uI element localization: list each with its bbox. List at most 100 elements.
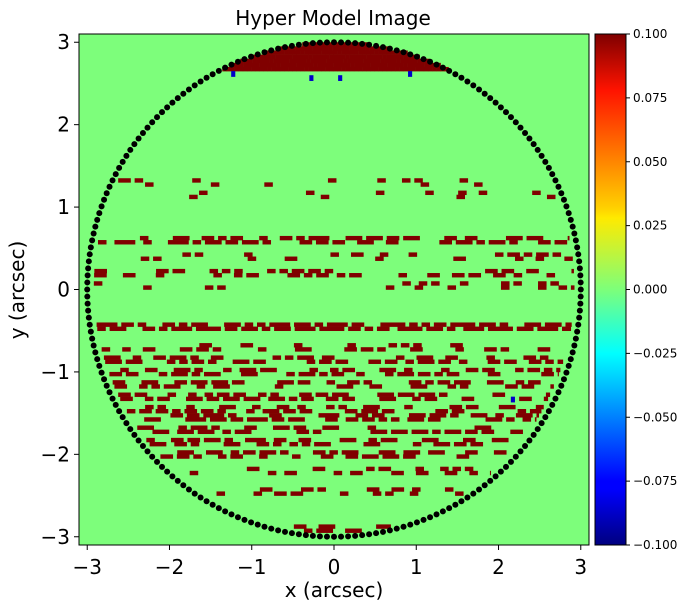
heatmap-cell <box>382 66 388 72</box>
heatmap-cell <box>447 384 457 389</box>
mask-edge-marker <box>413 53 420 60</box>
heatmap-cell <box>224 437 233 443</box>
mask-edge-marker <box>191 82 198 89</box>
heatmap-cell <box>312 50 318 55</box>
heatmap-cell <box>259 487 273 492</box>
mask-edge-marker <box>555 183 562 190</box>
heatmap-cell <box>403 454 416 459</box>
heatmap-cell <box>200 409 214 414</box>
heatmap-cell <box>292 454 301 459</box>
heatmap-cell <box>296 54 301 60</box>
heatmap-cell <box>410 347 423 352</box>
heatmap-cell <box>93 281 103 286</box>
heatmap-cell <box>320 54 326 60</box>
mask-edge-marker <box>203 74 210 81</box>
heatmap-cell <box>255 66 260 72</box>
heatmap-cell <box>296 235 305 241</box>
heatmap-cell <box>412 58 418 64</box>
heatmap-cell <box>417 58 422 64</box>
heatmap-cell <box>350 470 363 476</box>
heatmap-cell <box>450 413 459 418</box>
heatmap-cell <box>413 343 422 348</box>
mask-edge-marker <box>407 51 414 58</box>
mask-edge-marker <box>538 152 545 159</box>
mask-edge-marker <box>85 258 92 265</box>
heatmap-cell <box>330 367 339 373</box>
heatmap-cell <box>308 54 313 60</box>
heatmap-cell <box>190 441 200 447</box>
heatmap-cell <box>246 66 252 72</box>
colorbar-gradient <box>594 33 627 546</box>
heatmap-cell <box>272 441 282 447</box>
heatmap-cell <box>274 326 291 332</box>
heatmap-cell <box>461 396 475 402</box>
heatmap-cell <box>543 396 549 402</box>
heatmap-cell <box>155 409 169 414</box>
mask-edge-marker <box>144 124 151 131</box>
heatmap-cell <box>296 429 310 435</box>
heatmap-cell <box>418 281 428 286</box>
mask-edge-marker <box>234 58 241 65</box>
heatmap-cell <box>241 371 258 377</box>
heatmap-cell <box>536 413 540 418</box>
heatmap-cell <box>495 413 504 418</box>
heatmap-cell <box>179 347 193 352</box>
heatmap-cell <box>427 66 433 72</box>
heatmap-cell <box>498 404 516 410</box>
heatmap-cell <box>118 392 131 397</box>
heatmap-cell <box>337 50 342 55</box>
heatmap-cell <box>455 240 473 245</box>
heatmap-cell <box>286 371 295 377</box>
heatmap-cell <box>345 50 351 55</box>
heatmap-cell <box>344 46 350 51</box>
heatmap-cell <box>194 252 204 257</box>
heatmap-cell <box>261 326 271 332</box>
heatmap-cell <box>192 240 202 245</box>
heatmap-cell <box>454 380 471 385</box>
heatmap-cell <box>316 54 322 60</box>
heatmap-cell <box>329 50 334 55</box>
heatmap-cell <box>524 322 542 327</box>
heatmap-cell <box>158 371 168 377</box>
heatmap-cell <box>374 66 379 72</box>
heatmap-cell <box>292 50 297 55</box>
mask-edge-marker <box>154 458 161 465</box>
mask-edge-marker <box>92 223 99 230</box>
heatmap-cell <box>379 396 397 402</box>
mask-edge-marker <box>323 533 330 540</box>
heatmap-cell <box>298 437 312 443</box>
heatmap-cell <box>411 66 416 72</box>
mask-edge-marker <box>119 414 126 421</box>
heatmap-cell <box>251 62 256 68</box>
heatmap-cell <box>172 235 190 241</box>
mask-edge-marker <box>116 164 123 171</box>
mask-edge-marker <box>481 482 488 489</box>
mask-edge-marker <box>98 369 105 376</box>
heatmap-cell <box>158 326 168 332</box>
heatmap-cell-negative <box>309 75 314 81</box>
heatmap-cell <box>444 235 457 241</box>
heatmap-cell <box>370 54 375 60</box>
heatmap-cell <box>564 256 573 261</box>
mask-edge-marker <box>576 265 583 272</box>
heatmap-cell <box>267 470 277 476</box>
heatmap-cell <box>319 371 328 377</box>
mask-edge-marker <box>452 71 459 78</box>
heatmap-cell <box>296 50 301 55</box>
heatmap-cell <box>565 322 572 327</box>
heatmap-cell <box>521 384 535 389</box>
heatmap-cell <box>380 322 406 327</box>
heatmap-cell <box>203 413 225 418</box>
heatmap-cell <box>364 326 374 332</box>
heatmap-cell <box>500 285 510 290</box>
mask-edge-marker <box>268 47 275 54</box>
heatmap-cell <box>363 441 381 447</box>
heatmap-cell <box>362 50 367 55</box>
heatmap-cell <box>387 62 392 68</box>
heatmap-cell <box>269 58 274 64</box>
x-tick-label: 0 <box>328 555 341 579</box>
heatmap-cell <box>358 62 363 68</box>
heatmap-cell <box>539 355 549 360</box>
mask-edge-marker <box>507 458 514 465</box>
x-tick-label: −3 <box>72 555 101 579</box>
